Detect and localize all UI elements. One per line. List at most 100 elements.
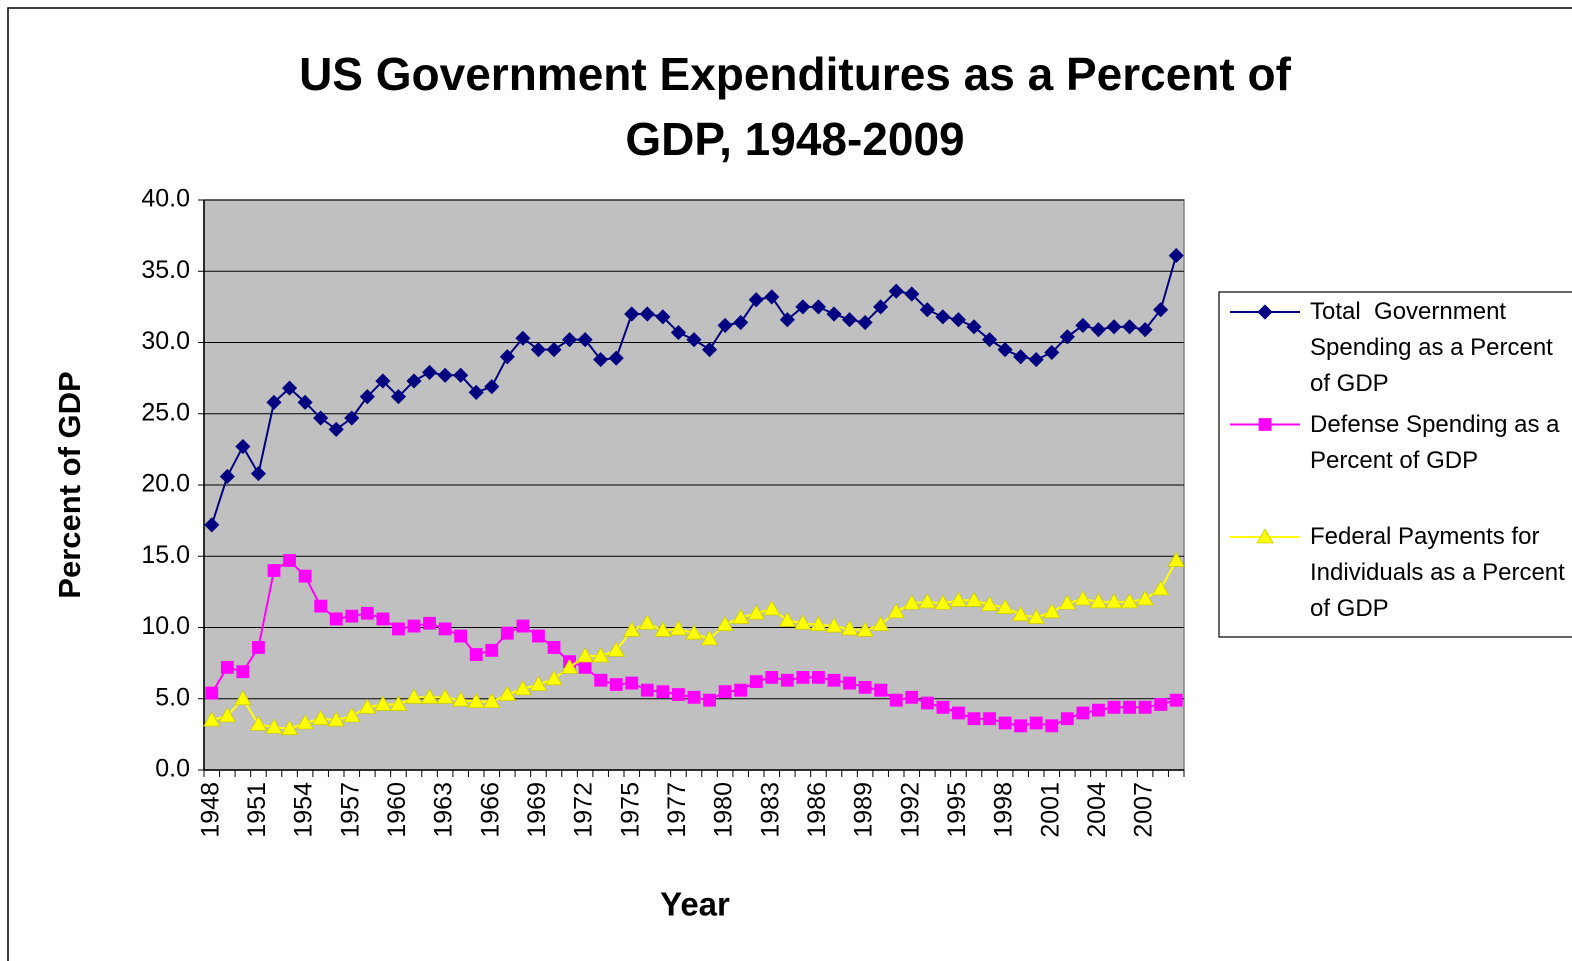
legend-swatch-marker	[1258, 418, 1272, 431]
data-point	[220, 661, 234, 674]
data-point	[327, 711, 345, 727]
data-point	[888, 283, 904, 299]
data-point	[468, 384, 484, 400]
data-point	[1013, 349, 1029, 365]
data-point	[874, 683, 888, 697]
data-point	[672, 688, 685, 701]
data-point	[748, 292, 764, 308]
legend-label: Total Government Spending as a Percent o…	[1310, 298, 1560, 397]
data-point	[1168, 248, 1184, 264]
data-point	[703, 693, 716, 707]
data-point	[624, 306, 640, 322]
data-point	[685, 624, 703, 640]
data-point	[904, 286, 920, 302]
y-tick-label: 20.0	[141, 470, 190, 498]
data-point	[298, 569, 312, 583]
data-point	[670, 324, 687, 341]
data-point	[764, 289, 780, 305]
data-point	[438, 622, 452, 636]
data-point	[967, 712, 981, 726]
data-point	[547, 641, 561, 654]
data-point	[281, 380, 298, 396]
data-point	[345, 609, 359, 623]
y-tick-label: 40.0	[141, 185, 190, 213]
data-point	[205, 686, 219, 700]
data-point	[297, 394, 313, 410]
data-point	[607, 641, 625, 657]
legend-label: Defense Spending as a Percent of GDP	[1310, 410, 1567, 474]
data-point	[234, 689, 252, 706]
data-point	[1043, 603, 1061, 619]
data-point	[423, 616, 436, 630]
data-point	[485, 643, 499, 657]
data-point	[623, 621, 641, 637]
data-point	[763, 600, 781, 616]
data-point	[1154, 698, 1168, 711]
data-point	[920, 696, 934, 710]
data-point	[669, 620, 688, 636]
data-point	[809, 615, 828, 632]
data-point	[608, 350, 624, 366]
data-point	[918, 593, 937, 609]
y-tick-label: 30.0	[141, 327, 190, 355]
x-tick-label: 1995	[943, 782, 971, 838]
data-point	[980, 595, 999, 612]
data-point	[1107, 700, 1121, 714]
x-tick-label: 1972	[570, 782, 598, 838]
data-point	[1120, 593, 1139, 609]
data-point	[405, 688, 423, 704]
data-point	[390, 389, 407, 405]
data-point	[795, 299, 811, 315]
x-tick-label: 1951	[243, 782, 271, 838]
data-point	[1105, 593, 1123, 609]
chart-title: US Government Expenditures as a Percent …	[299, 48, 1292, 165]
data-point	[1011, 605, 1030, 622]
x-tick-label: 1992	[896, 782, 924, 838]
data-point	[1137, 322, 1153, 338]
y-tick-label: 35.0	[141, 256, 190, 284]
data-point	[965, 591, 983, 607]
data-point	[639, 306, 655, 322]
data-point	[687, 690, 701, 704]
x-tick-label: 2007	[1130, 782, 1158, 838]
data-point	[1074, 590, 1092, 606]
data-point	[267, 564, 281, 577]
data-point	[453, 367, 469, 383]
data-point	[1138, 700, 1152, 714]
data-point	[905, 690, 919, 704]
x-tick-label: 1977	[663, 782, 691, 838]
data-point	[594, 673, 608, 687]
data-point	[887, 603, 905, 619]
data-point	[203, 711, 221, 727]
data-point	[280, 719, 299, 736]
x-tick-label: 1954	[290, 782, 318, 838]
x-axis-label: Year	[660, 886, 730, 923]
data-point	[1089, 593, 1108, 609]
data-point	[935, 309, 951, 325]
data-point	[796, 670, 810, 684]
legend-label: Federal Payments for Individuals as a Pe…	[1310, 523, 1565, 622]
data-point	[329, 612, 343, 626]
data-point	[389, 695, 408, 711]
data-point	[219, 468, 235, 485]
data-point	[843, 676, 856, 690]
data-point	[218, 707, 237, 723]
data-point	[841, 312, 858, 328]
data-point	[903, 594, 921, 610]
data-point	[780, 673, 794, 687]
data-point	[514, 679, 532, 696]
data-point	[1029, 716, 1043, 730]
data-point	[997, 342, 1013, 358]
data-point	[376, 612, 390, 626]
legend-swatch-marker	[1256, 528, 1274, 544]
x-tick-label: 1966	[476, 782, 504, 838]
data-point	[1169, 693, 1183, 707]
x-tick-label: 1957	[336, 782, 364, 838]
data-point	[1028, 352, 1044, 368]
data-point	[451, 691, 470, 707]
x-tick-label: 1986	[803, 782, 831, 838]
data-point	[483, 692, 501, 708]
data-point	[873, 299, 889, 315]
data-point	[779, 312, 795, 328]
